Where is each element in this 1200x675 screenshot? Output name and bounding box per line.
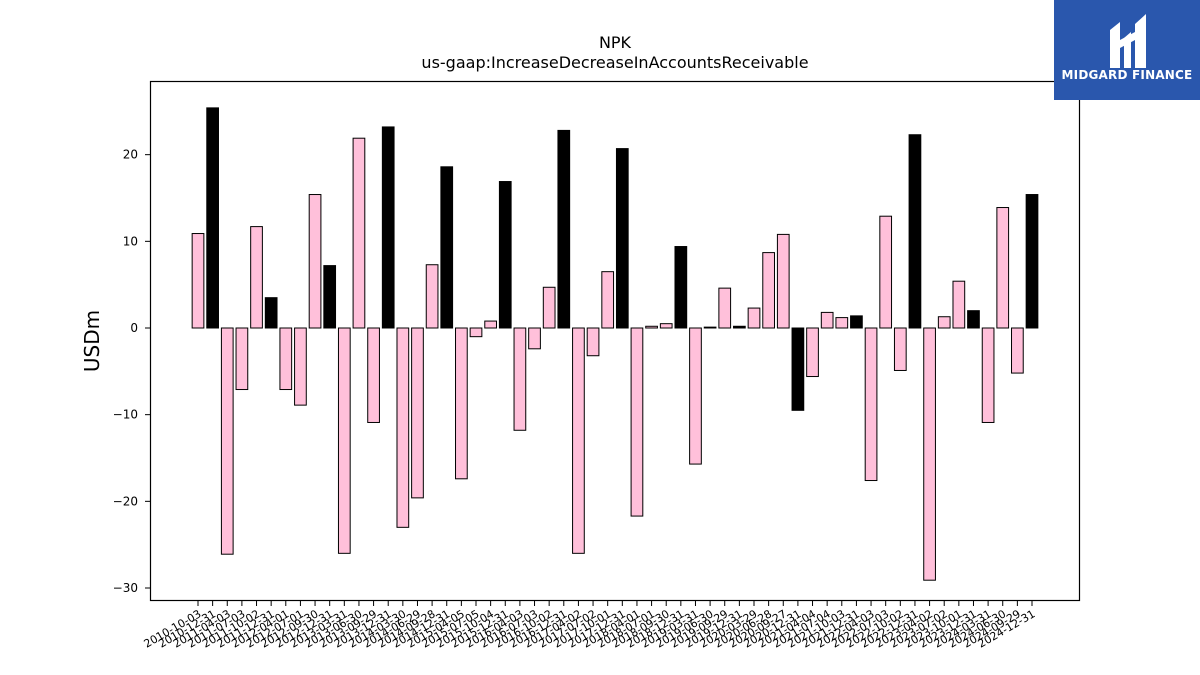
bar-2018-09-30 xyxy=(659,323,673,329)
bar-2018-07-01 xyxy=(645,325,658,329)
brand-mark-icon xyxy=(1110,14,1146,68)
bar-2010-12-31 xyxy=(206,107,219,329)
bar-2019-03-31 xyxy=(689,327,702,465)
bar-2024-09-29 xyxy=(1011,327,1024,374)
bar-2018-04-01 xyxy=(630,327,644,517)
y-tick-label: −10 xyxy=(113,408,138,422)
bar-2023-12-31 xyxy=(967,310,980,329)
bar-2021-07-04 xyxy=(820,311,834,329)
bar-2014-03-30 xyxy=(396,327,410,528)
bar-2015-07-05 xyxy=(469,327,483,338)
bar-2016-07-03 xyxy=(528,327,541,350)
bar-2011-12-31 xyxy=(264,297,278,329)
y-tick-label: 20 xyxy=(123,148,138,162)
bar-2012-07-01 xyxy=(294,327,307,406)
bar-2020-12-31 xyxy=(791,327,805,411)
bar-2014-09-28 xyxy=(425,264,439,329)
bar-2023-04-02 xyxy=(923,327,936,581)
bar-2024-06-30 xyxy=(996,207,1010,329)
bars-group xyxy=(191,107,1039,581)
chart-subtitle: us-gaap:IncreaseDecreaseInAccountsReceiv… xyxy=(421,53,808,72)
bar-2015-12-31 xyxy=(498,181,512,329)
bar-2017-12-31 xyxy=(615,148,629,329)
bar-2012-04-01 xyxy=(279,327,293,391)
bar-2016-12-31 xyxy=(557,129,571,329)
bar-2013-06-30 xyxy=(352,137,366,329)
bar-2022-04-03 xyxy=(864,327,878,482)
plot-area-frame xyxy=(149,80,1081,602)
bar-2020-09-27 xyxy=(776,233,790,329)
bar-2014-06-29 xyxy=(411,327,424,499)
bar-2019-09-29 xyxy=(718,287,732,329)
bar-2013-09-29 xyxy=(367,327,380,423)
bar-2022-10-02 xyxy=(893,327,907,371)
y-tick-label: 10 xyxy=(123,234,138,248)
bar-2020-06-28 xyxy=(762,252,775,329)
bar-2017-04-02 xyxy=(572,327,585,554)
bar-2020-03-29 xyxy=(747,307,761,329)
bar-2017-07-02 xyxy=(586,327,600,357)
bar-2013-12-31 xyxy=(381,126,395,329)
bar-2011-10-02 xyxy=(250,226,263,329)
bar-2016-04-03 xyxy=(513,327,527,431)
bar-2024-03-31 xyxy=(981,327,995,423)
bar-2023-07-02 xyxy=(937,316,951,329)
y-tick-label: 0 xyxy=(130,321,138,335)
bar-2014-12-31 xyxy=(440,166,454,329)
bar-2021-12-31 xyxy=(850,315,863,329)
bar-2016-10-02 xyxy=(542,286,556,329)
bar-2019-06-30 xyxy=(703,326,717,329)
y-axis-label: USDm xyxy=(80,310,104,372)
bar-2021-10-03 xyxy=(835,317,849,329)
bar-2010-10-03 xyxy=(191,233,205,329)
y-tick-label: −20 xyxy=(113,494,138,508)
bar-2011-07-03 xyxy=(235,327,249,391)
bar-2023-10-01 xyxy=(952,280,966,329)
y-axis-ticks: −30 −20 −10 0 10 20 xyxy=(113,148,150,595)
bar-2019-12-31 xyxy=(733,325,746,329)
y-tick-label: −30 xyxy=(113,581,138,595)
bar-2017-10-01 xyxy=(601,271,615,329)
bar-2012-12-31 xyxy=(323,265,337,329)
bar-2013-03-31 xyxy=(337,327,351,554)
bar-2022-12-31 xyxy=(908,134,922,329)
chart-title: NPK xyxy=(599,33,632,52)
bar-2015-04-05 xyxy=(455,327,468,480)
bar-2018-12-31 xyxy=(674,246,688,329)
brand-name: MIDGARD FINANCE xyxy=(1061,68,1193,82)
bar-2024-12-31 xyxy=(1025,194,1039,329)
bar-2012-09-30 xyxy=(308,194,322,329)
x-axis-ticks: 2010-10-032010-12-312011-04-032011-07-03… xyxy=(142,601,1038,651)
bar-2021-04-04 xyxy=(806,327,819,378)
bar-2015-10-04 xyxy=(484,320,497,329)
bar-2011-04-03 xyxy=(220,327,234,555)
bar-2022-07-03 xyxy=(879,215,893,329)
brand-logo: MIDGARD FINANCE xyxy=(1054,0,1200,100)
